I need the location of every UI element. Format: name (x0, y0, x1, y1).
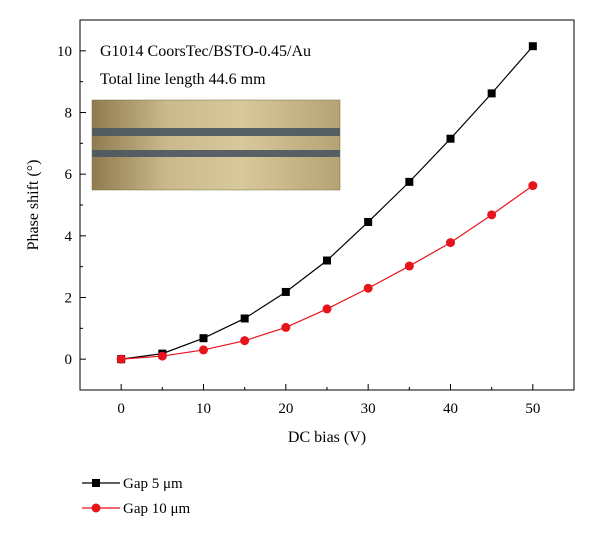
data-point (364, 217, 373, 226)
y-tick-label: 4 (65, 229, 73, 245)
y-tick-label: 10 (57, 44, 72, 60)
annotation-sample: G1014 CoorsTec/BSTO-0.45/Au (100, 43, 311, 60)
data-point (363, 283, 373, 293)
data-point (199, 334, 208, 343)
legend: Gap 5 μm Gap 10 μm (82, 476, 191, 517)
data-point (323, 256, 331, 265)
x-tick-label: 10 (196, 401, 211, 417)
data-point (281, 322, 291, 332)
x-tick-label: 20 (278, 401, 293, 417)
legend-label: Gap 5 μm (123, 476, 183, 492)
x-tick-label: 40 (443, 401, 458, 417)
data-point (157, 351, 167, 361)
data-point (446, 134, 455, 143)
data-point (404, 261, 414, 271)
data-point (487, 210, 497, 220)
inset-photo (91, 99, 341, 191)
data-point (405, 177, 414, 186)
x-tick-label: 50 (525, 401, 540, 417)
data-point (281, 287, 290, 296)
y-tick-label: 6 (65, 167, 73, 183)
data-point (446, 238, 455, 248)
data-point (487, 89, 496, 98)
data-point (116, 354, 126, 364)
x-tick-label: 0 (117, 401, 125, 417)
data-point (322, 304, 332, 314)
x-axis-ticks: 0 10 20 30 40 50 (79, 384, 575, 417)
y-tick-label: 2 (65, 291, 73, 307)
data-point (240, 336, 250, 346)
series-1 (117, 42, 537, 364)
series-line (121, 185, 534, 360)
data-point (528, 181, 538, 191)
legend-marker (92, 479, 100, 487)
y-axis-title: Phase shift (°) (25, 160, 42, 251)
series-layer (116, 42, 538, 364)
y-axis-ticks: 0 2 4 6 8 10 (57, 19, 86, 391)
data-point (240, 314, 249, 323)
annotation-line-length: Total line length 44.6 mm (100, 71, 266, 88)
data-point (528, 42, 537, 51)
legend-label: Gap 10 μm (123, 501, 191, 517)
y-tick-label: 8 (65, 106, 73, 122)
legend-entry-2: Gap 10 μm (82, 501, 191, 517)
data-point (199, 345, 208, 355)
series-2 (116, 181, 538, 364)
legend-entry-1: Gap 5 μm (82, 476, 183, 492)
x-axis-title: DC bias (V) (288, 429, 366, 446)
x-tick-label: 30 (361, 401, 376, 417)
y-tick-label: 0 (65, 352, 73, 368)
legend-marker (91, 503, 101, 513)
